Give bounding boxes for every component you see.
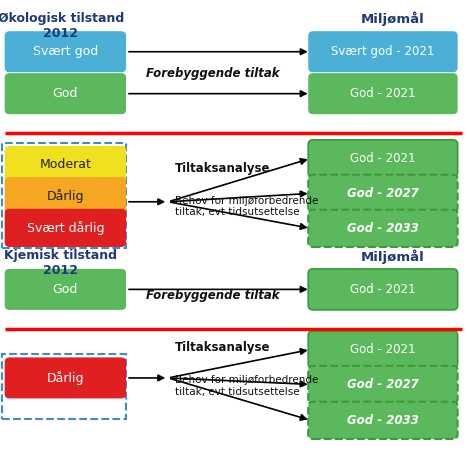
FancyBboxPatch shape xyxy=(308,210,458,247)
Text: God: God xyxy=(53,283,78,296)
Text: Behov for miljøforbedrende
tiltak, evt tidsutsettelse: Behov for miljøforbedrende tiltak, evt t… xyxy=(175,196,318,217)
Text: Svært god - 2021: Svært god - 2021 xyxy=(331,45,435,58)
FancyBboxPatch shape xyxy=(5,269,126,310)
FancyBboxPatch shape xyxy=(5,73,126,114)
Text: Forebyggende tiltak: Forebyggende tiltak xyxy=(146,67,279,80)
Text: God - 2027: God - 2027 xyxy=(347,187,419,200)
Text: God - 2021: God - 2021 xyxy=(350,283,416,296)
Text: God - 2021: God - 2021 xyxy=(350,343,416,356)
Text: Dårlig: Dårlig xyxy=(47,371,84,385)
Text: Dårlig: Dårlig xyxy=(47,189,84,203)
Text: Økologisk tilstand
2012: Økologisk tilstand 2012 xyxy=(0,12,124,40)
Text: Forebyggende tiltak: Forebyggende tiltak xyxy=(146,289,279,302)
Text: Svært god: Svært god xyxy=(33,45,98,58)
Text: God - 2033: God - 2033 xyxy=(347,222,419,235)
FancyBboxPatch shape xyxy=(308,269,458,310)
FancyBboxPatch shape xyxy=(308,366,458,403)
Text: Miljømål: Miljømål xyxy=(361,249,424,264)
Text: God: God xyxy=(53,87,78,100)
Text: Kjemisk tilstand
2012: Kjemisk tilstand 2012 xyxy=(4,249,117,277)
FancyBboxPatch shape xyxy=(5,177,126,215)
Text: Svært dårlig: Svært dårlig xyxy=(27,221,104,235)
FancyBboxPatch shape xyxy=(308,140,458,177)
FancyBboxPatch shape xyxy=(5,31,126,72)
Text: Tiltaksanalyse: Tiltaksanalyse xyxy=(175,341,270,354)
FancyBboxPatch shape xyxy=(5,357,126,398)
Text: God - 2027: God - 2027 xyxy=(347,378,419,391)
FancyBboxPatch shape xyxy=(308,31,458,72)
FancyBboxPatch shape xyxy=(5,146,126,184)
Text: Behov for miljøforbedrende
tiltak, evt tidsutsettelse: Behov for miljøforbedrende tiltak, evt t… xyxy=(175,375,318,397)
Text: God - 2033: God - 2033 xyxy=(347,414,419,427)
Text: Miljømål: Miljømål xyxy=(361,12,424,26)
FancyBboxPatch shape xyxy=(5,209,126,247)
FancyBboxPatch shape xyxy=(308,73,458,114)
FancyBboxPatch shape xyxy=(308,402,458,439)
FancyBboxPatch shape xyxy=(308,331,458,368)
Text: God - 2021: God - 2021 xyxy=(350,152,416,165)
FancyBboxPatch shape xyxy=(308,175,458,212)
Text: Tiltaksanalyse: Tiltaksanalyse xyxy=(175,162,270,175)
Text: God - 2021: God - 2021 xyxy=(350,87,416,100)
Text: Moderat: Moderat xyxy=(39,158,92,171)
